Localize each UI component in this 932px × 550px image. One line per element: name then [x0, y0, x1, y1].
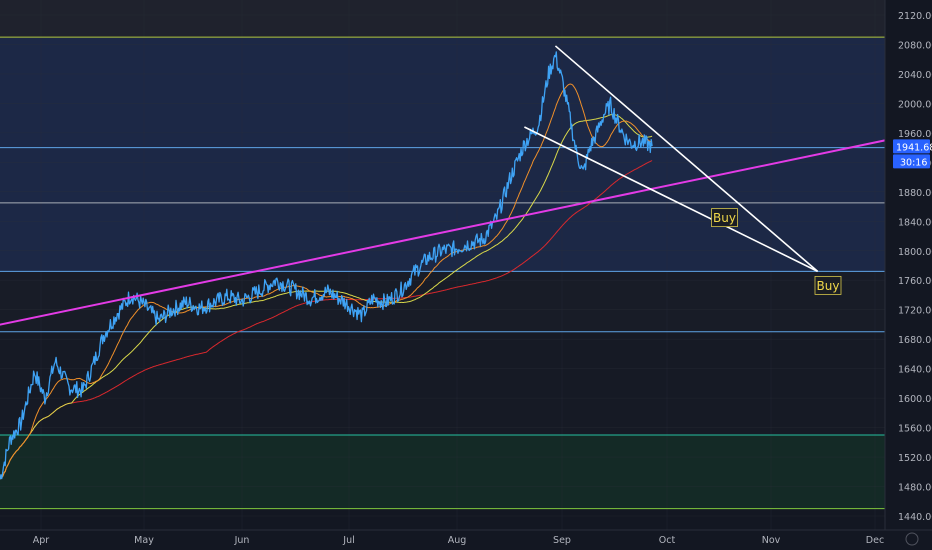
price-tick-label: 1840.00 — [898, 217, 932, 228]
price-tick-label: 1680.00 — [898, 335, 932, 346]
countdown-text: 30:16 — [900, 157, 927, 168]
price-line — [0, 51, 653, 480]
price-tick-label: 1800.00 — [898, 247, 932, 258]
buy-label[interactable]: Buy — [711, 208, 738, 228]
price-tick-label: 1600.00 — [898, 394, 932, 405]
time-tick-label: Apr — [33, 535, 50, 546]
time-axis[interactable]: Apr May Jun Jul Aug Sep Oct Nov Dec — [0, 529, 932, 550]
price-tick-label: 2040.00 — [898, 70, 932, 81]
buy-label-text: Buy — [817, 279, 840, 293]
buy-label-text: Buy — [713, 211, 736, 225]
zone-band-2 — [0, 271, 885, 332]
time-axis-bg — [0, 530, 932, 550]
price-tick-label: 1960.00 — [898, 129, 932, 140]
horizontal-levels[interactable] — [0, 36, 885, 510]
price-axis[interactable]: 1440.00 1480.00 1520.00 1560.00 1600.00 1640.… — [884, 0, 932, 550]
zone-band-1 — [0, 37, 885, 272]
price-tick-label: 1480.00 — [898, 483, 932, 494]
time-tick-label: May — [134, 535, 154, 546]
auto-scale-button[interactable] — [905, 532, 919, 546]
series-lines — [0, 51, 653, 480]
time-tick-label: Nov — [762, 535, 781, 546]
last-price-tag[interactable] — [893, 139, 930, 154]
drawings[interactable]: Buy Buy — [0, 45, 932, 332]
zone-band-0 — [0, 0, 885, 38]
buy-label[interactable]: Buy — [814, 275, 842, 295]
time-tick-label: Jun — [234, 535, 250, 546]
price-tick-label: 2000.00 — [898, 99, 932, 110]
zone-band-4 — [0, 434, 885, 509]
price-tick-label: 1560.00 — [898, 424, 932, 435]
time-tick-label: Dec — [866, 535, 884, 546]
trend-line[interactable] — [0, 129, 932, 332]
time-tick-label: Jul — [342, 535, 354, 546]
countdown-tag[interactable] — [893, 154, 930, 169]
time-tick-label: Sep — [553, 535, 571, 546]
price-tick-label: 2080.00 — [898, 40, 932, 51]
time-tick-label: Oct — [659, 535, 676, 546]
zone-band-3 — [0, 331, 885, 435]
price-tick-label: 1440.00 — [898, 512, 932, 523]
price-tick-label: 1720.00 — [898, 306, 932, 317]
buy-label-box — [711, 208, 738, 228]
ma-line-slow — [0, 160, 653, 480]
zone-band-5 — [0, 508, 885, 530]
buy-label-box — [814, 275, 842, 295]
price-tick-label: 2120.00 — [898, 11, 932, 22]
zone-bands — [0, 0, 885, 530]
price-axis-bg — [885, 0, 932, 550]
price-tick-label: 1880.00 — [898, 188, 932, 199]
ma-line-fast — [0, 83, 653, 480]
price-tick-label: 1520.00 — [898, 453, 932, 464]
last-price-text: 1941.68 — [896, 142, 932, 153]
price-tick-label: 1640.00 — [898, 365, 932, 376]
wedge-upper-line[interactable] — [554, 45, 819, 273]
time-tick-label: Aug — [448, 535, 467, 546]
wedge-lower-line[interactable] — [524, 126, 819, 273]
price-tick-label: 1760.00 — [898, 276, 932, 287]
